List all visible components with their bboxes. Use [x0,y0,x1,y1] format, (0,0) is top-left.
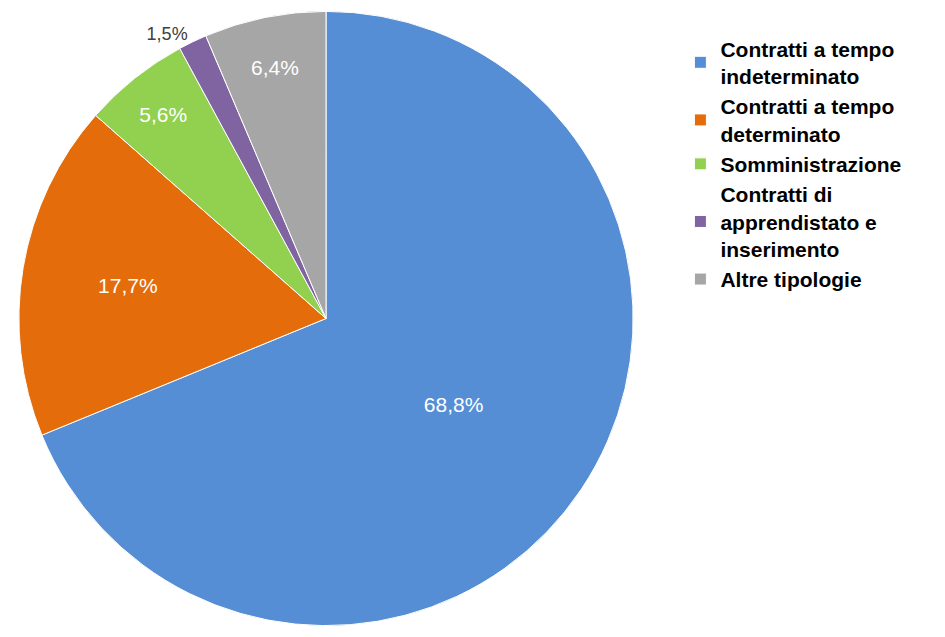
svg-text:1,5%: 1,5% [147,24,188,44]
svg-text:Contratti diapprendistato eins: Contratti diapprendistato einserimento [720,183,876,261]
svg-text:68,8%: 68,8% [424,393,484,416]
svg-text:Somministrazione: Somministrazione [720,153,901,176]
svg-text:5,6%: 5,6% [139,103,187,126]
svg-text:Contratti a tempodeterminato: Contratti a tempodeterminato [720,95,894,145]
svg-text:Contratti a tempoindeterminato: Contratti a tempoindeterminato [720,38,894,88]
svg-text:6,4%: 6,4% [251,56,299,79]
svg-text:Altre tipologie: Altre tipologie [720,268,861,291]
svg-text:17,7%: 17,7% [98,274,158,297]
